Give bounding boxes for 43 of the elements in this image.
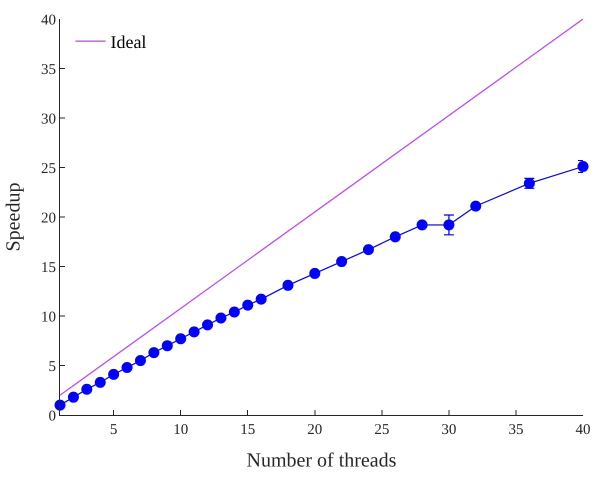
x-tick-label: 35 xyxy=(508,422,524,438)
y-tick-label: 35 xyxy=(41,62,56,78)
point xyxy=(309,268,320,279)
point xyxy=(94,376,106,388)
legend-label: Ideal xyxy=(110,32,146,52)
point xyxy=(256,294,267,305)
point xyxy=(215,312,226,324)
point xyxy=(68,392,79,403)
point xyxy=(416,219,428,230)
point xyxy=(81,384,92,395)
point xyxy=(162,340,173,352)
point xyxy=(134,355,146,366)
y-tick-label: 5 xyxy=(48,358,56,375)
point xyxy=(336,256,348,268)
point xyxy=(242,300,254,311)
point xyxy=(470,200,482,212)
y-tick-label: 40 xyxy=(41,12,56,28)
point xyxy=(188,326,200,338)
point xyxy=(282,280,294,291)
point xyxy=(390,231,401,242)
x-tick-label: 30 xyxy=(441,422,456,438)
y-axis-title: Speedup xyxy=(2,182,24,252)
y-tick-label: 0 xyxy=(48,408,56,424)
point xyxy=(228,306,240,318)
point xyxy=(443,219,454,230)
x-tick-label: 20 xyxy=(307,422,322,438)
y-tick-label: 10 xyxy=(41,309,56,326)
y-tick-label: 20 xyxy=(41,210,56,226)
y-tick-label: 25 xyxy=(41,160,56,177)
y-tick-label: 30 xyxy=(41,111,56,128)
x-tick-label: 40 xyxy=(576,422,590,438)
point xyxy=(108,368,120,380)
x-tick-label: 25 xyxy=(374,422,390,438)
x-tick-label: 15 xyxy=(240,422,256,438)
y-tick-label: 15 xyxy=(41,260,56,276)
point xyxy=(362,244,374,256)
x-axis-title: Number of threads xyxy=(246,450,397,472)
point xyxy=(122,362,133,373)
point xyxy=(148,347,160,358)
x-tick-label: 5 xyxy=(110,422,118,438)
point xyxy=(175,333,186,344)
point xyxy=(202,319,214,330)
x-tick-label: 10 xyxy=(173,422,188,438)
